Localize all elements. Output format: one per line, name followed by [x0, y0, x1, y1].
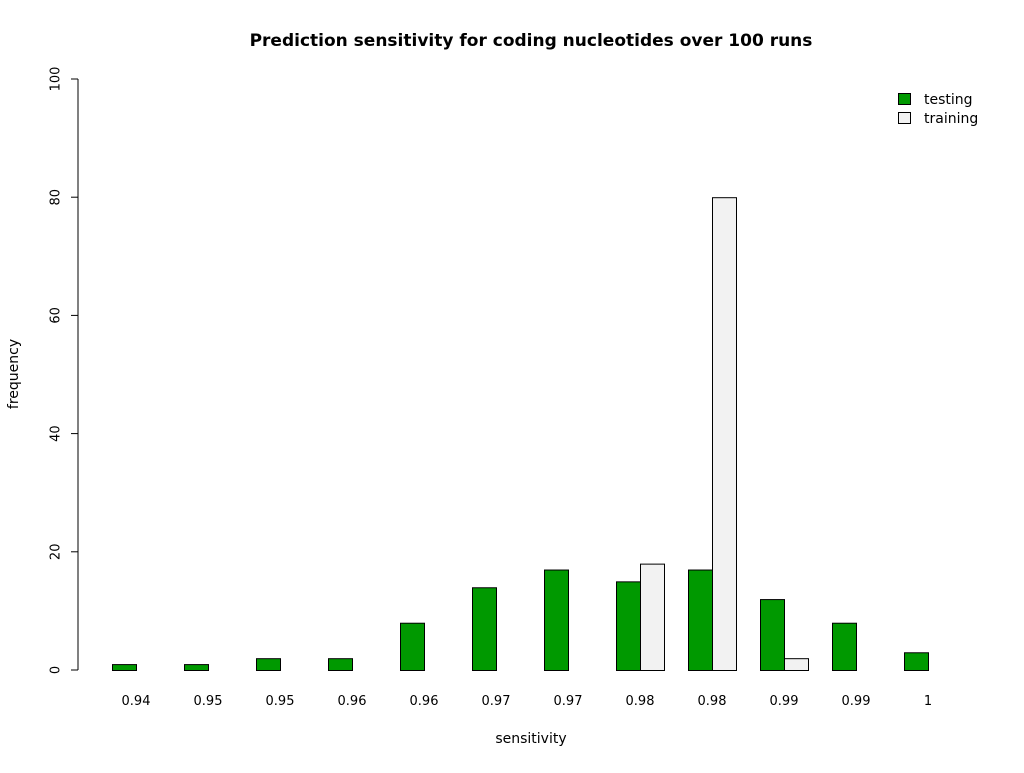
- x-tick-label: 0.96: [410, 694, 439, 709]
- x-tick-label: 0.99: [842, 694, 871, 709]
- y-tick-label: 40: [49, 425, 64, 442]
- x-tick-label: 0.94: [122, 694, 151, 709]
- legend-swatch-testing: [898, 93, 911, 105]
- bar-testing: [904, 652, 929, 672]
- bar-testing: [328, 658, 353, 671]
- y-tick-label: 20: [49, 544, 64, 561]
- legend-swatch-training: [898, 112, 911, 124]
- y-tick-label: 80: [49, 189, 64, 206]
- x-tick-label: 0.96: [338, 694, 367, 709]
- x-tick-label: 0.99: [770, 694, 799, 709]
- y-axis-label: frequency: [6, 339, 22, 409]
- x-tick-labels: 0.94 0.95 0.95 0.96 0.96 0.97 0.97 0.98 0.98 0.99…: [122, 694, 933, 709]
- bar-training: [712, 197, 737, 671]
- legend-label-training: training: [924, 111, 978, 127]
- bar-testing: [472, 587, 497, 672]
- bar-testing: [688, 569, 713, 672]
- y-tick-label: 100: [49, 67, 64, 92]
- x-axis-label: sensitivity: [495, 731, 566, 747]
- y-tick-label: 60: [49, 307, 64, 324]
- legend: testing training: [898, 92, 978, 127]
- bar-testing: [760, 599, 785, 672]
- x-tick-label: 0.98: [698, 694, 727, 709]
- bar-testing: [256, 658, 281, 671]
- x-tick-label: 1: [924, 694, 932, 709]
- x-tick-label: 0.97: [482, 694, 511, 709]
- x-tick-label: 0.98: [626, 694, 655, 709]
- bars: [112, 197, 929, 672]
- bar-testing: [544, 569, 569, 672]
- legend-label-testing: testing: [924, 92, 973, 108]
- x-tick-label: 0.95: [266, 694, 295, 709]
- chart-title: Prediction sensitivity for coding nucleo…: [250, 31, 813, 51]
- y-axis: 0 20 40 60 80 100: [49, 67, 79, 674]
- bar-testing: [616, 581, 641, 671]
- bar-testing: [184, 664, 209, 672]
- y-tick-label: 0: [49, 666, 64, 674]
- bar-training: [640, 563, 665, 671]
- bar-testing: [112, 664, 137, 672]
- bar-testing: [832, 622, 857, 671]
- x-tick-label: 0.97: [554, 694, 583, 709]
- x-tick-label: 0.95: [194, 694, 223, 709]
- bar-training: [784, 658, 809, 671]
- bar-testing: [400, 622, 425, 671]
